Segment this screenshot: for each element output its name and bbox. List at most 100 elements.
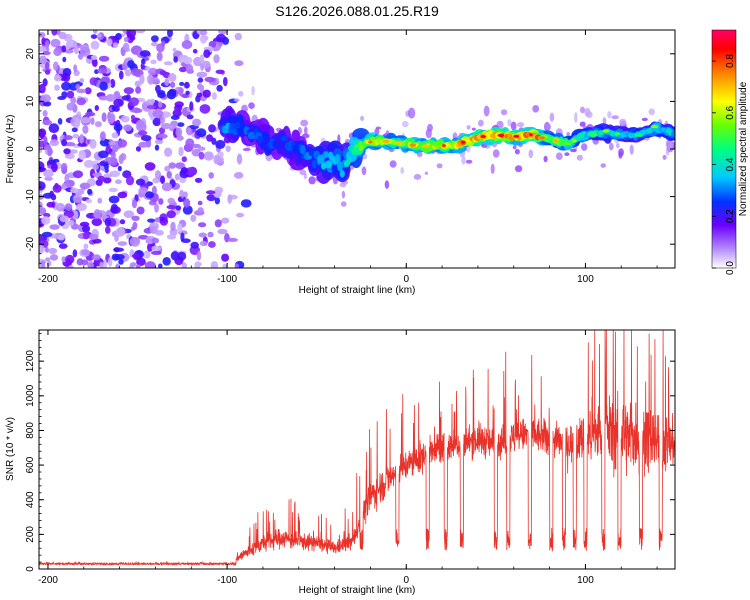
heatmap-cell [152,117,161,127]
heatmap-cell [53,74,62,82]
heatmap-cell [113,98,124,108]
heatmap-cell [113,254,125,260]
heatmap-cell [47,146,53,157]
heatmap-cell [581,143,588,151]
heatmap-cell [61,45,67,53]
heatmap-cell [360,115,365,121]
heatmap-cell [97,33,102,38]
heatmap-cell [553,139,559,143]
heatmap-cell [570,148,577,153]
bottom-y-tick-label: 400 [25,491,36,508]
heatmap-cell [92,30,98,34]
heatmap-cell [147,218,156,223]
heatmap-cell [324,160,333,169]
top-y-tick-label: -10 [25,189,36,204]
heatmap-cell [170,221,176,232]
colorbar-tick-label: 0.4 [725,157,736,171]
heatmap-cell [465,159,473,164]
bottom-x-tick-label: 0 [403,575,409,586]
heatmap-cell [169,81,176,88]
heatmap-cell [136,119,145,129]
heatmap-cell [185,138,195,148]
heatmap-cell [41,216,51,225]
heatmap-cell [158,198,164,205]
heatmap-cell [67,220,75,226]
heatmap-cell [650,125,659,129]
heatmap-cell [481,143,488,148]
heatmap-cell [117,241,128,247]
heatmap-cell [483,105,490,117]
heatmap-cell [48,159,57,165]
heatmap-cell [94,105,100,111]
heatmap-cell [43,169,54,178]
heatmap-cell [60,162,68,172]
heatmap-cell [214,219,222,228]
heatmap-cell [77,142,87,147]
heatmap-cell [210,261,219,268]
heatmap-cell [104,217,112,227]
heatmap-cell [181,40,193,50]
heatmap-cell [45,257,51,262]
heatmap-cell [115,227,126,237]
heatmap-cell [177,223,183,233]
heatmap-cell [178,87,184,97]
heatmap-cell [118,259,124,265]
heatmap-cell [70,187,79,193]
heatmap-cell [299,144,306,155]
heatmap-cell [55,202,66,212]
heatmap-cell [208,172,214,179]
heatmap-cell [97,197,103,204]
heatmap-cell [227,194,232,204]
heatmap-cell [136,206,145,215]
heatmap-cell [199,54,205,64]
heatmap-cell [198,222,207,228]
heatmap-cell [82,125,89,134]
heatmap-cell [180,167,189,174]
heatmap-cell [211,137,217,145]
heatmap-cell [389,160,397,168]
heatmap-cell [514,165,523,173]
heatmap-cell [139,74,145,85]
heatmap-cell [40,261,46,268]
heatmap-cell [248,102,255,109]
top-y-tick-label: -20 [25,237,36,252]
heatmap-cell [460,140,466,144]
heatmap-cell [421,144,429,148]
heatmap-cell [39,46,47,52]
heatmap-cell [197,200,203,206]
heatmap-cell [42,119,53,126]
heatmap-cell [234,32,242,41]
heatmap-cell [441,144,446,148]
heatmap-cell [361,166,367,176]
bottom-y-tick-label: 1000 [25,384,36,407]
heatmap-cell [94,121,102,128]
heatmap-cell [123,87,134,95]
heatmap-cell [52,184,62,193]
heatmap-cell [62,56,67,63]
heatmap-cell [202,89,211,98]
heatmap-cell [497,133,505,137]
bottom-x-tick-label: 100 [577,575,594,586]
heatmap-cell [413,174,422,180]
heatmap-cell [238,90,244,97]
heatmap-cell [79,78,85,83]
heatmap-cell [197,207,204,214]
heatmap-cell [81,249,91,256]
heatmap-cell [155,84,161,93]
heatmap-cell [471,127,476,131]
heatmap-cell [70,96,77,105]
heatmap-cell [340,201,347,207]
heatmap-cell [168,73,177,82]
heatmap-cell [105,94,116,102]
heatmap-cell [564,152,570,157]
heatmap-cell [137,130,148,136]
heatmap-cell [185,167,197,176]
heatmap-cell [129,236,141,247]
heatmap-cell [115,179,122,184]
heatmap-cell [72,133,80,139]
heatmap-cell [384,180,390,189]
heatmap-cell [117,165,122,172]
heatmap-cell [106,38,113,46]
heatmap-cell [41,231,53,238]
heatmap-cell [204,76,215,83]
